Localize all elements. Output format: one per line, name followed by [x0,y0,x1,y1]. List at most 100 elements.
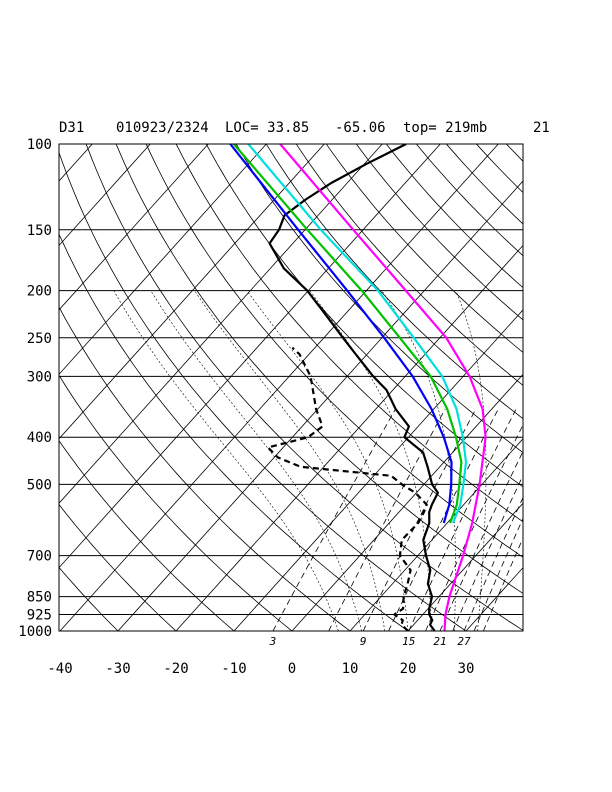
dry-adiabat-line [85,144,523,631]
series-line-2 [229,144,453,524]
plot-frame [58,143,524,632]
pressure-tick-label: 1000 [18,624,52,640]
mixing-ratio-line [483,537,523,631]
mixing-ratio-tick-label: 9 [360,635,367,648]
dry-adiabat-line [59,374,293,631]
dry-adiabat-line [385,144,523,289]
isotherm-line [582,144,612,631]
temperature-tick-label: 20 [400,661,417,677]
dry-adiabat-line [59,503,177,631]
pressure-tick-label: 400 [27,430,52,446]
pressure-tick-label: 850 [27,590,52,606]
dry-adiabat-line [355,144,523,321]
temperature-tick-label: -20 [163,661,188,677]
mixing-ratio-line [452,474,523,631]
pressure-tick-label: 500 [27,477,52,493]
dry-adiabat-line [505,144,523,162]
isotherm-line [524,144,612,631]
pressure-tick-label: 250 [27,331,52,347]
dry-adiabat-line [115,144,523,594]
temperature-tick-label: 10 [342,661,359,677]
dry-adiabat-line [445,144,523,225]
isotherm-line [59,144,267,375]
dry-adiabat-line [59,566,119,631]
moist-adiabat-line [309,290,432,631]
dry-adiabat-line [415,144,523,257]
location-label: LOC= 33.85 [225,120,309,136]
mixing-ratio-tick-label: 21 [433,635,446,648]
mixing-ratio-line [408,408,517,631]
dry-adiabat-line [531,139,612,642]
moist-adiabat-line [113,290,339,631]
isotherm-line [59,144,441,569]
series-line-1 [266,346,428,631]
dry-adiabat-line [325,144,523,353]
isotherm-line [59,144,209,311]
header-extra: 21 [533,120,550,136]
mixing-ratio-labels: 3 9 15 21 27 [269,635,471,648]
isotherm-line [407,502,523,631]
dry-adiabat-line [205,144,523,488]
mixing-ratio-line [328,408,446,631]
longitude-value: -65.06 [335,120,386,136]
date-time: 010923/2324 [116,120,209,136]
dry-adiabat-line [59,233,409,631]
temperature-tick-label: -40 [47,661,72,677]
pressure-tick-label: 100 [27,137,52,153]
isotherm-line [117,180,523,631]
isotherm-line [59,144,499,631]
isotherm-line [291,373,523,631]
dry-adiabat-line [59,440,235,631]
mixing-ratio-tick-label: 15 [402,635,415,648]
moist-adiabat-line [194,290,386,631]
pressure-tick-label: 300 [27,369,52,385]
moist-adiabat-line [381,290,456,631]
background-grid [59,139,612,642]
dry-adiabat-line [235,144,523,454]
series-line-3 [232,144,463,524]
temperature-tick-label: 0 [288,661,296,677]
isotherm-line [59,144,325,440]
mixing-ratio-line [388,408,499,631]
mixing-ratio-line [463,496,523,631]
dry-adiabat-line [295,144,523,386]
isotherm-line [59,144,383,504]
mixing-ratio-line [272,408,396,631]
dry-adiabat-line [561,139,612,642]
isotherm-line [175,244,523,631]
pressure-tick-label: 150 [27,223,52,239]
profile-series [229,144,487,631]
temperature-tick-label: -10 [221,661,246,677]
isotherm-line [59,144,151,247]
top-pressure: top= 219mb [403,120,487,136]
moist-adiabat-line [246,290,409,631]
dry-adiabat-line [145,144,523,558]
mixing-ratio-tick-label: 27 [457,635,471,648]
series-line-0 [268,144,439,631]
isotherm-line [233,309,523,631]
temperature-tick-label: -30 [105,661,130,677]
pressure-tick-label: 200 [27,284,52,300]
isotherm-line [465,567,523,631]
mixing-ratio-line [425,424,523,631]
station-id: D31 [59,120,84,136]
dry-adiabat-line [175,144,523,523]
mixing-ratio-line [473,517,523,631]
temperature-axis-labels: -40 -30 -20 -10 0 10 20 30 [47,661,474,677]
mixing-ratio-tick-label: 3 [269,635,277,648]
dry-adiabat-line [265,144,523,420]
moist-adiabat-line [150,290,362,631]
series-line-4 [247,144,468,524]
mixing-ratio-line [439,450,523,631]
pressure-tick-label: 700 [27,549,52,565]
dry-adiabat-line [59,306,351,631]
temperature-tick-label: 30 [458,661,475,677]
pressure-tick-label: 925 [27,608,52,624]
isotherm-line [349,438,523,631]
moist-adiabat-line [455,290,487,631]
mixing-ratio-line [362,408,477,631]
dry-adiabat-line [591,139,612,642]
series-line-5 [279,144,487,631]
